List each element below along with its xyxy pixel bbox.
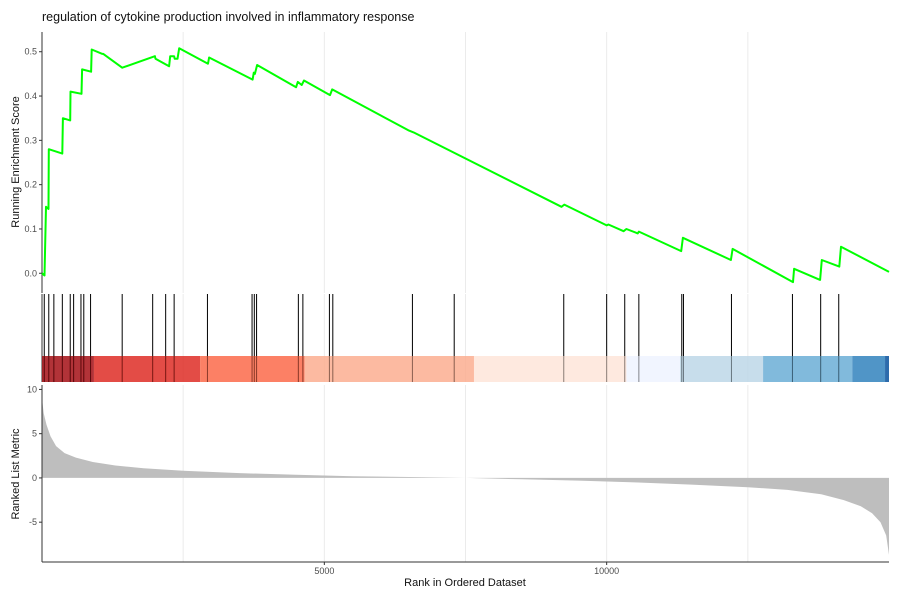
ranked-metric-gridlines [182, 385, 749, 562]
gene-hit-panel [41, 294, 889, 382]
chart-title: regulation of cytokine production involv… [42, 10, 414, 24]
y-tick-label: 0.2 [24, 180, 37, 190]
running-enrichment-score-line [41, 47, 890, 284]
y-tick-label: 0.4 [24, 91, 37, 101]
y-tick-label: 0.0 [24, 268, 37, 278]
ranked-metric-y-axis-title: Ranked List Metric [10, 428, 22, 520]
y-tick-label: 10 [27, 384, 37, 394]
y-tick-label: 0.5 [24, 47, 37, 57]
x-tick-label: 10000 [594, 566, 619, 576]
color-bar-segment [304, 356, 474, 382]
x-axis-title: Rank in Ordered Dataset [404, 577, 526, 589]
y-tick-label: 5 [32, 429, 37, 439]
x-tick-label: 5000 [314, 566, 334, 576]
y-tick-label: 0 [32, 473, 37, 483]
color-bar-segment [626, 356, 681, 382]
color-bar-segment [200, 356, 305, 382]
running-score-gridlines [182, 32, 749, 293]
y-tick-label: 0.1 [24, 224, 37, 234]
color-bar-segment [473, 356, 627, 382]
running-score-y-ticks: 0.0 0.1 0.2 0.3 0.4 0.5 [24, 47, 42, 278]
ranked-metric-y-ticks: 10 5 0 -5 [27, 384, 42, 527]
running-score-panel: 0.0 0.1 0.2 0.3 0.4 0.5 Running Enrichment Sc… [10, 32, 890, 293]
color-bar-segment [763, 356, 853, 382]
color-bar-segment [680, 356, 764, 382]
y-tick-label: -5 [29, 517, 37, 527]
color-bar-segment [852, 356, 886, 382]
rank-color-bar [42, 356, 889, 382]
y-tick-label: 0.3 [24, 135, 37, 145]
running-score-y-axis-title: Running Enrichment Score [10, 96, 22, 227]
x-ticks: 5000 10000 [314, 562, 619, 576]
ranked-metric-area [42, 398, 889, 555]
color-bar-segment [885, 356, 889, 382]
ranked-metric-panel: 10 5 0 -5 5000 10000 Ranked List Metric Rank… [10, 384, 889, 589]
color-bar-segment [42, 356, 94, 382]
color-bar-segment [93, 356, 201, 382]
